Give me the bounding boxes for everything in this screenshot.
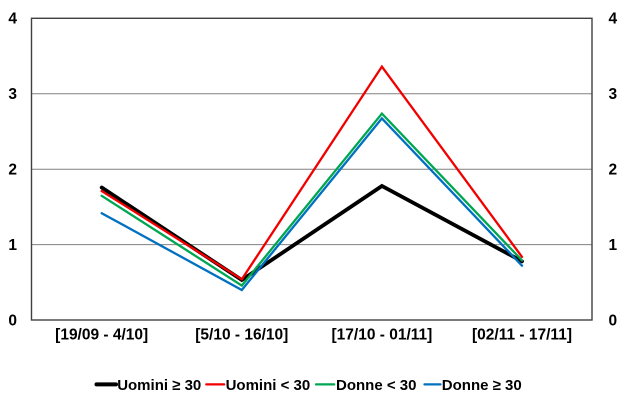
svg-text:[5/10 - 16/10]: [5/10 - 16/10] (195, 326, 288, 343)
svg-text:4: 4 (609, 11, 618, 28)
svg-text:3: 3 (609, 86, 618, 103)
svg-text:0: 0 (609, 312, 618, 329)
svg-text:[19/09 - 4/10]: [19/09 - 4/10] (55, 326, 148, 343)
svg-text:1: 1 (8, 237, 17, 254)
svg-text:Uomini ≥ 30: Uomini ≥ 30 (117, 377, 201, 394)
svg-text:3: 3 (8, 86, 17, 103)
svg-text:[17/10 - 01/11]: [17/10 - 01/11] (331, 326, 432, 343)
svg-text:2: 2 (8, 162, 17, 179)
svg-text:1: 1 (609, 237, 618, 254)
svg-text:0: 0 (8, 312, 17, 329)
svg-text:Donne < 30: Donne < 30 (336, 377, 416, 394)
svg-text:[02/11 - 17/11]: [02/11 - 17/11] (472, 326, 572, 343)
svg-text:4: 4 (8, 11, 17, 28)
svg-text:2: 2 (609, 162, 618, 179)
svg-text:Donne ≥ 30: Donne ≥ 30 (442, 377, 522, 394)
svg-text:Uomini < 30: Uomini < 30 (226, 377, 311, 394)
